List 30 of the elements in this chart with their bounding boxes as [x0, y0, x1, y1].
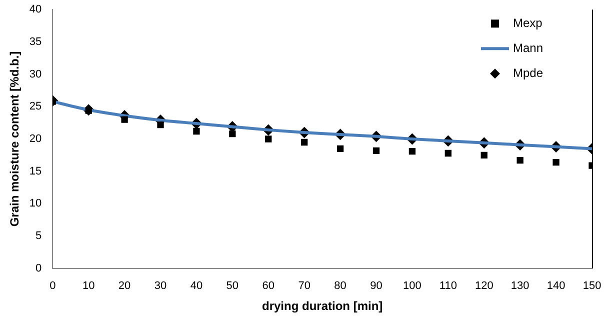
x-tick-label: 10 — [82, 280, 95, 292]
x-tick-label: 50 — [226, 280, 239, 292]
x-tick-label: 130 — [510, 280, 530, 292]
y-tick-label: 30 — [29, 68, 42, 80]
x-tick-label: 40 — [190, 280, 203, 292]
legend-label: Mann — [513, 40, 544, 55]
x-tick-label: 80 — [334, 280, 346, 292]
x-tick-label: 70 — [298, 280, 310, 292]
x-tick-label: 100 — [403, 280, 422, 292]
y-axis-title: Grain moisture content [%d.b.] — [8, 51, 22, 227]
legend-label: Mpde — [513, 66, 544, 80]
x-axis-title: drying duration [min] — [262, 299, 383, 314]
y-tick-label: 10 — [29, 198, 42, 210]
y-tick-label: 15 — [29, 165, 42, 178]
y-tick-label: 40 — [29, 4, 42, 16]
legend-label: Mexp — [513, 16, 543, 30]
x-tick-label: 120 — [474, 280, 494, 292]
x-tick-label: 20 — [118, 280, 131, 292]
y-tick-label: 35 — [29, 36, 42, 48]
y-tick-label: 0 — [36, 262, 42, 274]
x-tick-label: 30 — [154, 280, 167, 292]
y-tick-label: 5 — [36, 230, 42, 242]
y-tick-label: 25 — [29, 100, 42, 113]
x-tick-label: 150 — [582, 280, 602, 292]
x-tick-label: 110 — [439, 280, 457, 292]
x-tick-label: 140 — [546, 280, 566, 292]
x-tick-label: 90 — [370, 280, 382, 292]
x-tick-label: 60 — [262, 280, 275, 292]
x-tick-label: 0 — [50, 280, 56, 292]
y-tick-label: 20 — [29, 133, 42, 146]
